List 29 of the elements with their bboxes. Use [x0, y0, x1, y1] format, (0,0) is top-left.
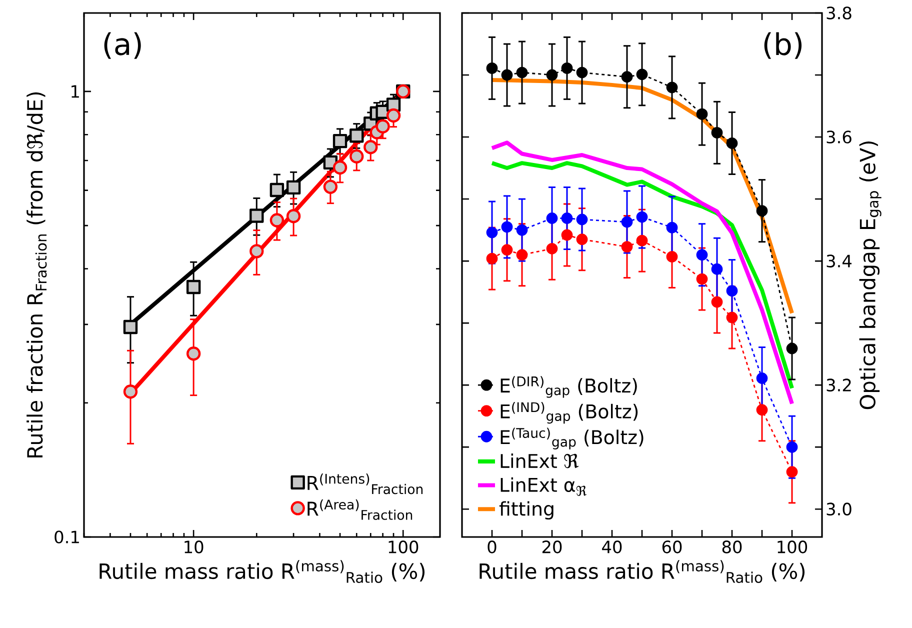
legend-label: R$^{(Intens)}$Fraction: [308, 474, 423, 494]
annotation: (a): [104, 32, 141, 59]
x-tick-label: 10: [184, 540, 204, 554]
legend-label: E$^{(Tauc)}$$_{gap}$ (Boltz): [500, 428, 644, 450]
y-tick-label: 3.0: [826, 502, 852, 516]
y-tick-label: 3.2: [826, 378, 851, 392]
x-tick-label: 100: [388, 540, 418, 554]
x-tick-label: 20: [542, 540, 562, 554]
y-axis-title: Rutile fraction R$_{Fraction}$ (from dℜ/dE): [26, 92, 47, 458]
x-tick-label: 100: [778, 540, 808, 554]
x-axis-title: Rutile mass ratio R$^{(mass)}$$_{Ratio}$ (%): [480, 560, 805, 583]
x-axis-title: Rutile mass ratio R$^{(mass)}$$_{Ratio}$ (%): [100, 560, 425, 583]
x-tick-label: 80: [722, 540, 742, 554]
y-tick-label: 3.8: [826, 6, 852, 20]
legend-label: E$^{(IND)}$$_{gap}$ (Boltz): [500, 402, 638, 424]
y-axis-title: Optical bandgap E$_{gap}$ (eV): [859, 141, 882, 410]
legend-label: fitting: [499, 501, 554, 520]
y-tick-label: 0.1: [54, 530, 79, 544]
annotation: (b): [764, 32, 802, 59]
x-tick-label: 40: [602, 540, 622, 554]
legend-label: LinExt ℜ: [500, 454, 579, 468]
legend-label: LinExt α$_{ℜ}$: [500, 477, 587, 496]
legend-label: E$^{(DIR)}$$_{gap}$ (Boltz): [500, 376, 637, 398]
legend-label: R$^{(Area)}$Fraction: [308, 499, 412, 520]
x-tick-label: 0: [488, 540, 496, 554]
x-tick-label: 60: [662, 540, 682, 554]
y-tick-label: 1: [72, 85, 79, 98]
y-tick-label: 3.4: [826, 254, 852, 268]
y-tick-label: 3.6: [826, 130, 852, 144]
